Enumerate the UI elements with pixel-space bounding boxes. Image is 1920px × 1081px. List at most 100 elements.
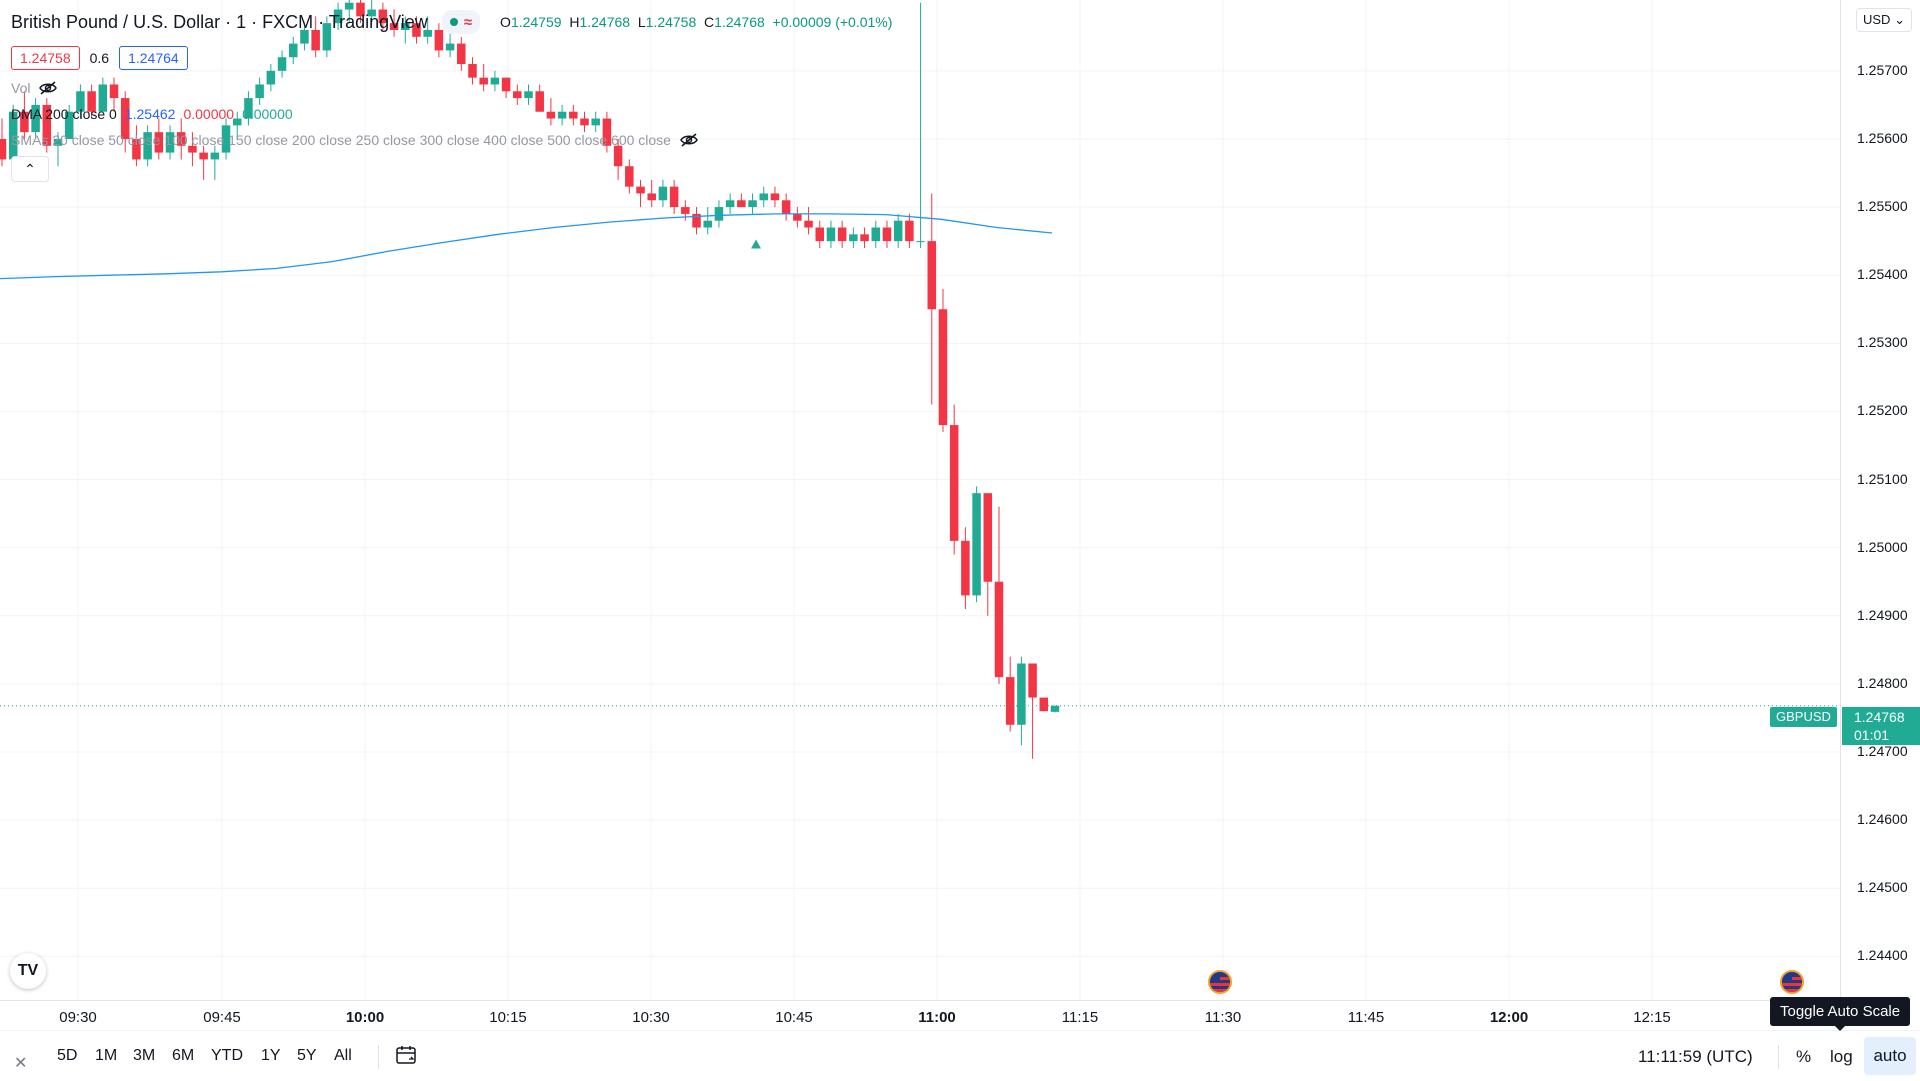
dma-200-line <box>0 213 1053 280</box>
candle-body <box>311 29 320 51</box>
candle-body <box>76 91 85 112</box>
candle-body <box>916 241 925 243</box>
calendar-icon[interactable] <box>396 1045 418 1065</box>
range-button-1y[interactable]: 1Y <box>261 1047 281 1064</box>
us-flag-event-icon[interactable] <box>1208 970 1232 994</box>
time-scale[interactable]: 09:30 09:45 10:00 10:15 10:30 10:45 11:00 11:15… <box>0 1000 1840 1031</box>
eye-off-icon[interactable] <box>679 132 699 148</box>
range-button-5y[interactable]: 5Y <box>297 1047 317 1064</box>
candle-body <box>949 425 959 541</box>
candle-body <box>714 207 724 221</box>
candle-body <box>1050 705 1060 712</box>
us-flag-event-icon[interactable] <box>1780 970 1804 994</box>
dma-value-3: 0.00000 <box>242 106 293 122</box>
price-label: 1.25100 <box>1857 470 1908 487</box>
candle-body <box>546 111 556 119</box>
candle-body <box>1017 663 1026 725</box>
candle-body <box>893 220 903 242</box>
dma-value-2: 0.00000 <box>183 106 235 122</box>
candle-body <box>345 2 354 10</box>
indicator-vol[interactable]: Vol <box>11 80 892 96</box>
candle-body <box>938 309 948 426</box>
candle-body <box>882 227 892 242</box>
candle-body <box>457 43 466 65</box>
time-label: 09:45 <box>203 1009 241 1026</box>
candle-body <box>748 200 757 208</box>
price-label: 1.24500 <box>1857 879 1908 896</box>
candle-body <box>42 104 52 146</box>
candle-body <box>692 213 701 228</box>
candle-body <box>725 200 735 208</box>
time-label: 11:00 <box>918 1009 956 1026</box>
close-icon[interactable]: ✕ <box>14 1055 28 1072</box>
candle-body <box>793 213 802 221</box>
candle-body <box>994 581 1004 678</box>
collapse-legend-button[interactable]: ⌃ <box>11 156 49 182</box>
divider <box>1778 1045 1779 1069</box>
price-scale[interactable]: 1.25700 1.25600 1.25500 1.25400 1.25300 1.252… <box>1840 0 1920 1000</box>
range-button-6m[interactable]: 6M <box>172 1047 195 1064</box>
candle-body <box>569 111 578 119</box>
vol-label: Vol <box>11 80 31 96</box>
buy-signal-marker <box>751 239 761 249</box>
candle-body <box>602 118 612 146</box>
market-status[interactable]: ≈ <box>441 10 481 34</box>
candle-body <box>199 152 208 160</box>
range-button-ytd[interactable]: YTD <box>211 1047 243 1064</box>
candle-body <box>490 77 500 85</box>
time-label: 11:15 <box>1061 1009 1099 1026</box>
candle-body <box>669 186 679 208</box>
candle-body <box>591 118 600 126</box>
candle-body <box>423 29 432 37</box>
price-chart[interactable] <box>0 0 1840 1000</box>
range-button-5d[interactable]: 5D <box>57 1047 78 1064</box>
candle-body <box>737 200 746 208</box>
candle-body <box>232 118 242 126</box>
currency-button[interactable]: USD ⌄ <box>1856 8 1912 32</box>
percent-scale-button[interactable]: % <box>1796 1047 1812 1066</box>
price-label: 1.24900 <box>1857 606 1908 623</box>
bottom-toolbar: 5D 1M 3M 6M YTD 1Y 5Y All ✕ 11:11:59 (UTC) % lo… <box>0 1030 1920 1081</box>
price-label: 1.25300 <box>1857 334 1908 351</box>
candle-body <box>759 193 769 201</box>
candle-body <box>367 9 376 17</box>
log-scale-button[interactable]: log <box>1830 1047 1853 1066</box>
candle-body <box>255 84 264 99</box>
clock-timezone[interactable]: 11:11:59 (UTC) <box>1638 1047 1753 1066</box>
indicator-smas[interactable]: SMAs 20 close 50 close 100 close 150 clo… <box>11 132 892 148</box>
candle-body <box>356 2 365 17</box>
range-button-3m[interactable]: 3M <box>133 1047 156 1064</box>
candle-body <box>210 152 220 160</box>
eye-off-icon[interactable] <box>38 80 58 96</box>
candle-body <box>479 77 488 85</box>
range-button-all[interactable]: All <box>334 1047 352 1064</box>
candle-body <box>53 138 63 146</box>
auto-scale-button[interactable]: auto <box>1864 1037 1916 1075</box>
candle-body <box>524 91 533 99</box>
candle-body <box>770 193 780 201</box>
buy-price-button[interactable]: 1.24764 <box>119 46 188 70</box>
dma-label: DMA 200 close 0 <box>11 106 117 122</box>
bar-countdown: 01:01 <box>1854 727 1890 743</box>
candle-body <box>244 98 253 119</box>
tradingview-logo-icon[interactable]: TV <box>10 953 46 989</box>
candle-body <box>401 23 410 30</box>
indicator-dma[interactable]: DMA 200 close 0 1.25462 0.00000 0.00000 <box>11 106 892 122</box>
candle-body <box>804 220 813 228</box>
candle-body <box>132 138 141 160</box>
chart-pane[interactable]: British Pound / U.S. Dollar · 1 · FXCM ·… <box>0 0 1840 1000</box>
range-button-1m[interactable]: 1M <box>95 1047 118 1064</box>
smas-label: SMAs 20 close 50 close 100 close 150 clo… <box>11 132 671 148</box>
candle-body <box>434 29 444 51</box>
candle-body <box>983 493 993 582</box>
ohlc-values: O1.24759 H1.24768 L1.24758 C1.24768 +0.0… <box>500 14 893 30</box>
candle-body <box>378 9 388 24</box>
chart-legend: British Pound / U.S. Dollar · 1 · FXCM ·… <box>11 10 892 182</box>
symbol-title[interactable]: British Pound / U.S. Dollar · 1 · FXCM ·… <box>11 11 428 32</box>
candle-body <box>703 220 712 228</box>
price-label: 1.25200 <box>1857 402 1908 419</box>
sell-price-button[interactable]: 1.24758 <box>11 46 80 70</box>
candle-body <box>557 111 567 119</box>
candle-body <box>322 23 332 51</box>
candle-body <box>815 227 825 242</box>
